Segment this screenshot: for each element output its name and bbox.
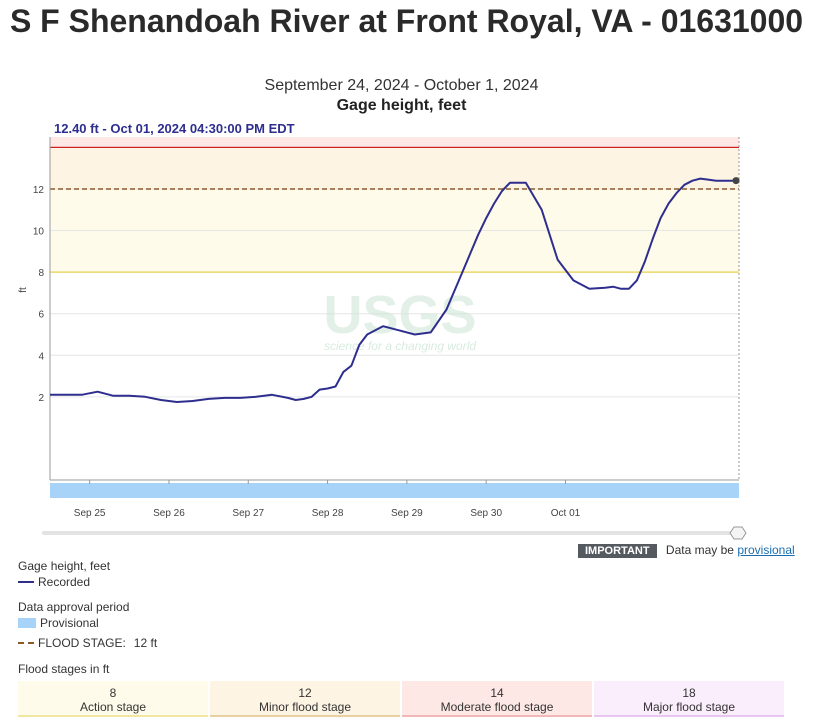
- x-tick-label: Sep 27: [232, 508, 264, 519]
- y-tick-label: 2: [38, 393, 44, 404]
- legend-recorded[interactable]: Recorded: [18, 575, 110, 589]
- flood-stage-1: 12 Minor flood stage: [210, 681, 400, 717]
- x-tick-label: Sep 25: [74, 508, 106, 519]
- legend-flood-stage-label: FLOOD STAGE:: [38, 636, 126, 650]
- y-tick-label: 6: [38, 310, 44, 321]
- provisional-swatch: [18, 618, 36, 628]
- y-tick-label: 4: [38, 351, 44, 362]
- stage-band-1: [50, 147, 739, 189]
- flood-stage-value: 18: [682, 686, 696, 700]
- recorded-line-swatch: [18, 581, 34, 583]
- flood-stage-2: 14 Moderate flood stage: [402, 681, 592, 717]
- legend-provisional[interactable]: Provisional: [18, 616, 129, 630]
- usgs-watermark-tagline: science for a changing world: [324, 339, 476, 353]
- flood-stage-name: Moderate flood stage: [440, 700, 554, 714]
- latest-value-tooltip: 12.40 ft - Oct 01, 2024 04:30:00 PM EDT: [54, 121, 295, 136]
- parameter-name: Gage height, feet: [336, 97, 467, 114]
- y-tick-label: 10: [33, 227, 45, 238]
- range-slider-handle[interactable]: [729, 526, 747, 540]
- usgs-watermark: USGS: [323, 285, 476, 345]
- legend-approval-title: Data approval period: [18, 600, 130, 614]
- flood-stage-name: Minor flood stage: [258, 700, 352, 714]
- flood-stages-table: 8 Action stage 12 Minor flood stage 14 Modera…: [18, 681, 784, 717]
- flood-stage-value: 12: [298, 686, 312, 700]
- y-axis-label: ft: [18, 287, 29, 293]
- recorded-series-line[interactable]: [50, 177, 739, 403]
- x-tick-label: Sep 26: [153, 508, 185, 519]
- flood-stage-value: 14: [490, 686, 504, 700]
- range-slider-track[interactable]: [42, 531, 742, 535]
- x-tick-label: Sep 29: [391, 508, 423, 519]
- provisional-notice: IMPORTANT Data may be provisional: [578, 543, 795, 558]
- flood-stages-title: Flood stages in ft: [18, 662, 110, 676]
- flood-stage-name: Action stage: [79, 700, 147, 714]
- stage-band-2: [50, 137, 739, 148]
- legend-provisional-label: Provisional: [40, 616, 99, 630]
- legend-approval: Data approval period Provisional: [18, 600, 129, 630]
- flood-stage-3: 18 Major flood stage: [594, 681, 784, 717]
- notice-text: Data may be: [665, 543, 734, 557]
- legend-flood-stage[interactable]: FLOOD STAGE: 12 ft: [18, 634, 157, 650]
- date-range: September 24, 2024 - October 1, 2024: [264, 77, 539, 94]
- page-title: S F Shenandoah River at Front Royal, VA …: [9, 3, 804, 39]
- flood-stage-value: 8: [109, 686, 117, 700]
- flood-stage-swatch: [18, 642, 34, 644]
- flood-stage-name: Major flood stage: [642, 700, 736, 714]
- y-tick-label: 12: [33, 185, 45, 196]
- legend-flood-stage-value: 12 ft: [133, 636, 158, 650]
- legend-parameter-title: Gage height, feet: [18, 559, 111, 573]
- x-tick-label: Oct 01: [551, 508, 581, 519]
- provisional-link[interactable]: provisional: [737, 543, 795, 557]
- legend-recorded-label: Recorded: [38, 575, 91, 589]
- flood-stage-0: 8 Action stage: [18, 681, 208, 717]
- legend-parameter: Gage height, feet Recorded: [18, 559, 110, 589]
- y-tick-label: 8: [38, 268, 44, 279]
- provisional-bar[interactable]: [50, 483, 739, 498]
- x-tick-label: Sep 30: [470, 508, 502, 519]
- x-tick-label: Sep 28: [312, 508, 344, 519]
- important-badge: IMPORTANT: [578, 544, 657, 558]
- latest-value-point[interactable]: [732, 177, 740, 185]
